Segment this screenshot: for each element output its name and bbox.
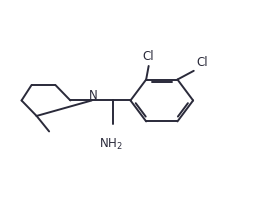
Text: Cl: Cl [196, 56, 208, 69]
Text: Cl: Cl [143, 50, 154, 63]
Text: N: N [89, 89, 98, 102]
Text: NH$_2$: NH$_2$ [99, 137, 122, 152]
